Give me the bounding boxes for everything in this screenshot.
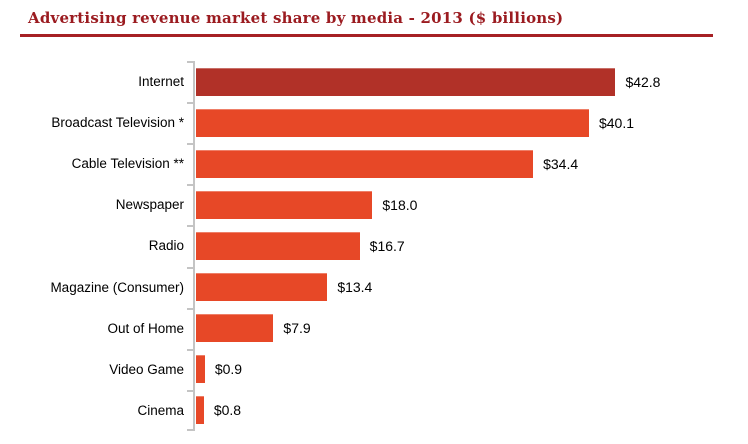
axis-tick [187, 349, 193, 351]
axis-tick [187, 102, 193, 104]
category-label: Cable Television ** [71, 156, 184, 172]
value-label: $0.9 [214, 361, 243, 378]
value-label: $16.7 [369, 237, 405, 254]
axis-tick [187, 267, 193, 269]
axis-tick [187, 143, 193, 145]
bar-newspaper [196, 190, 373, 219]
chart-row: Internet $42.8 [0, 61, 748, 102]
category-label: Video Game [109, 361, 184, 377]
bar-track: $7.9 [196, 314, 748, 343]
value-label: $42.8 [625, 73, 661, 90]
bar-track: $18.0 [196, 190, 748, 219]
bar-track: $34.4 [196, 149, 748, 178]
bar-out-of-home [196, 314, 274, 343]
bar-internet [196, 67, 616, 96]
chart-row: Broadcast Television * $40.1 [0, 102, 748, 143]
chart-row: Out of Home $7.9 [0, 308, 748, 349]
bar-radio [196, 231, 360, 260]
bar-cable-television [196, 149, 534, 178]
chart-row: Cinema $0.8 [0, 390, 748, 431]
chart-row: Magazine (Consumer) $13.4 [0, 266, 748, 307]
value-label: $40.1 [598, 114, 635, 131]
bar-track: $42.8 [196, 67, 748, 96]
value-label: $13.4 [337, 279, 373, 296]
bar-video-game [196, 355, 205, 384]
axis-tick [187, 61, 193, 63]
bar-rows: Internet $42.8 Broadcast Television * $40.1… [0, 61, 748, 431]
axis-tick [187, 429, 193, 431]
bar-track: $40.1 [196, 108, 748, 137]
y-axis-line [193, 61, 195, 431]
chart-row: Cable Television ** $34.4 [0, 143, 748, 184]
chart-title: Advertising revenue market share by medi… [28, 9, 564, 27]
value-label: $18.0 [382, 196, 418, 213]
category-label: Radio [148, 238, 184, 254]
value-label: $34.4 [543, 155, 579, 172]
value-label: $0.8 [213, 402, 242, 419]
category-label: Magazine (Consumer) [50, 279, 184, 295]
bar-track: $0.9 [196, 355, 748, 384]
category-label: Internet [138, 74, 184, 90]
bar-chart: Internet $42.8 Broadcast Television * $40.1… [0, 61, 748, 431]
chart-row: Video Game $0.9 [0, 349, 748, 390]
bar-cinema [196, 396, 204, 425]
bar-track: $13.4 [196, 273, 748, 302]
category-label: Cinema [137, 402, 184, 418]
bar-broadcast-television [196, 108, 589, 137]
bar-track: $16.7 [196, 231, 748, 260]
chart-header: Advertising revenue market share by medi… [0, 0, 748, 37]
chart-row: Newspaper $18.0 [0, 184, 748, 225]
axis-tick [187, 184, 193, 186]
bar-magazine-consumer [196, 273, 328, 302]
axis-tick [187, 308, 193, 310]
category-label: Out of Home [107, 320, 184, 336]
chart-row: Radio $16.7 [0, 225, 748, 266]
value-label: $7.9 [283, 320, 311, 337]
axis-tick [187, 225, 193, 227]
title-rule [20, 34, 713, 37]
category-label: Broadcast Television * [51, 115, 184, 131]
category-label: Newspaper [115, 197, 184, 213]
axis-tick [187, 390, 193, 392]
bar-track: $0.8 [196, 396, 748, 425]
